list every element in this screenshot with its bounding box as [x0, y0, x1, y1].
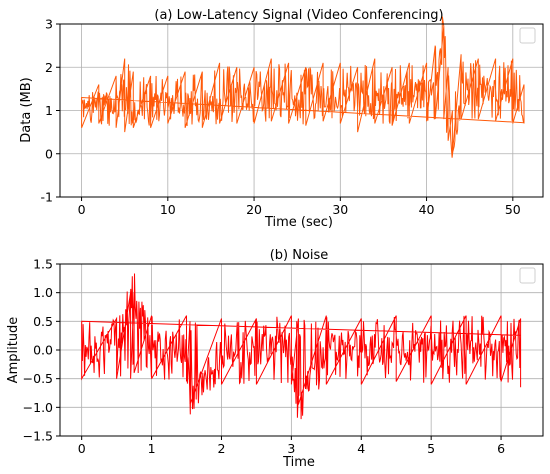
panel-b-ytick-label-3: 0.0 [33, 343, 53, 358]
panel-a-title: (a) Low-Latency Signal (Video Conferenci… [154, 8, 443, 23]
panel-a-xtick-label-4: 40 [419, 202, 435, 217]
panel-b-ytick-label-1: −1.0 [23, 400, 53, 415]
panel-b-noise-line [81, 273, 522, 420]
panel-b-ytick-label-2: −0.5 [23, 371, 53, 386]
panel-a-xtick-label-2: 20 [246, 202, 262, 217]
panel-b-ticks: 0 1 2 3 4 5 6 −1.5 −1.0 −0.5 0.0 0.5 1.0 1.5 [23, 257, 505, 457]
panel-a-ytick-label-4: 3 [45, 17, 53, 32]
panel-a: (a) Low-Latency Signal (Video Conferenci… [19, 8, 544, 230]
panel-a-xtick-label-1: 10 [160, 202, 176, 217]
panel-b-ytick-label-5: 1.0 [33, 285, 53, 300]
panel-b-xtick-label-5: 5 [427, 441, 435, 456]
panel-a-xtick-label-0: 0 [78, 202, 86, 217]
panel-a-xlabel: Time (sec) [264, 215, 333, 230]
panel-a-ytick-label-2: 1 [45, 103, 53, 118]
panel-b-ytick-label-6: 1.5 [33, 257, 53, 272]
panel-a-ticks: 0 10 20 30 40 50 -1 0 1 2 3 [41, 17, 521, 218]
panel-b-ytick-label-0: −1.5 [23, 429, 53, 444]
panel-b-legend-box [519, 267, 536, 284]
panel-a-ylabel: Data (MB) [19, 77, 34, 142]
panel-b-xlabel: Time [282, 455, 315, 470]
panel-b-xtick-label-4: 4 [357, 441, 365, 456]
panel-a-signal-line [81, 16, 525, 158]
panel-a-ytick-label-0: -1 [41, 190, 53, 205]
panel-a-ytick-label-1: 0 [45, 146, 53, 161]
panel-b-xtick-label-6: 6 [497, 441, 505, 456]
panel-b-xtick-label-0: 0 [78, 441, 86, 456]
panel-b-ylabel: Amplitude [6, 317, 21, 384]
panel-a-ytick-label-3: 2 [45, 60, 53, 75]
panel-a-xtick-label-5: 50 [505, 202, 521, 217]
panel-b-xtick-label-3: 3 [287, 441, 295, 456]
panel-b-xtick-label-1: 1 [148, 441, 156, 456]
panel-b-ytick-label-4: 0.5 [33, 314, 53, 329]
panel-b: (b) Noise 0 1 2 3 4 5 6 −1.5 −1.0 −0.5 0.0 0.5 1.0 1.… [6, 248, 544, 470]
panel-a-legend-box [519, 27, 536, 44]
panel-a-xtick-label-3: 30 [332, 202, 348, 217]
panel-b-title: (b) Noise [270, 248, 329, 263]
panel-b-xtick-label-2: 2 [217, 441, 225, 456]
